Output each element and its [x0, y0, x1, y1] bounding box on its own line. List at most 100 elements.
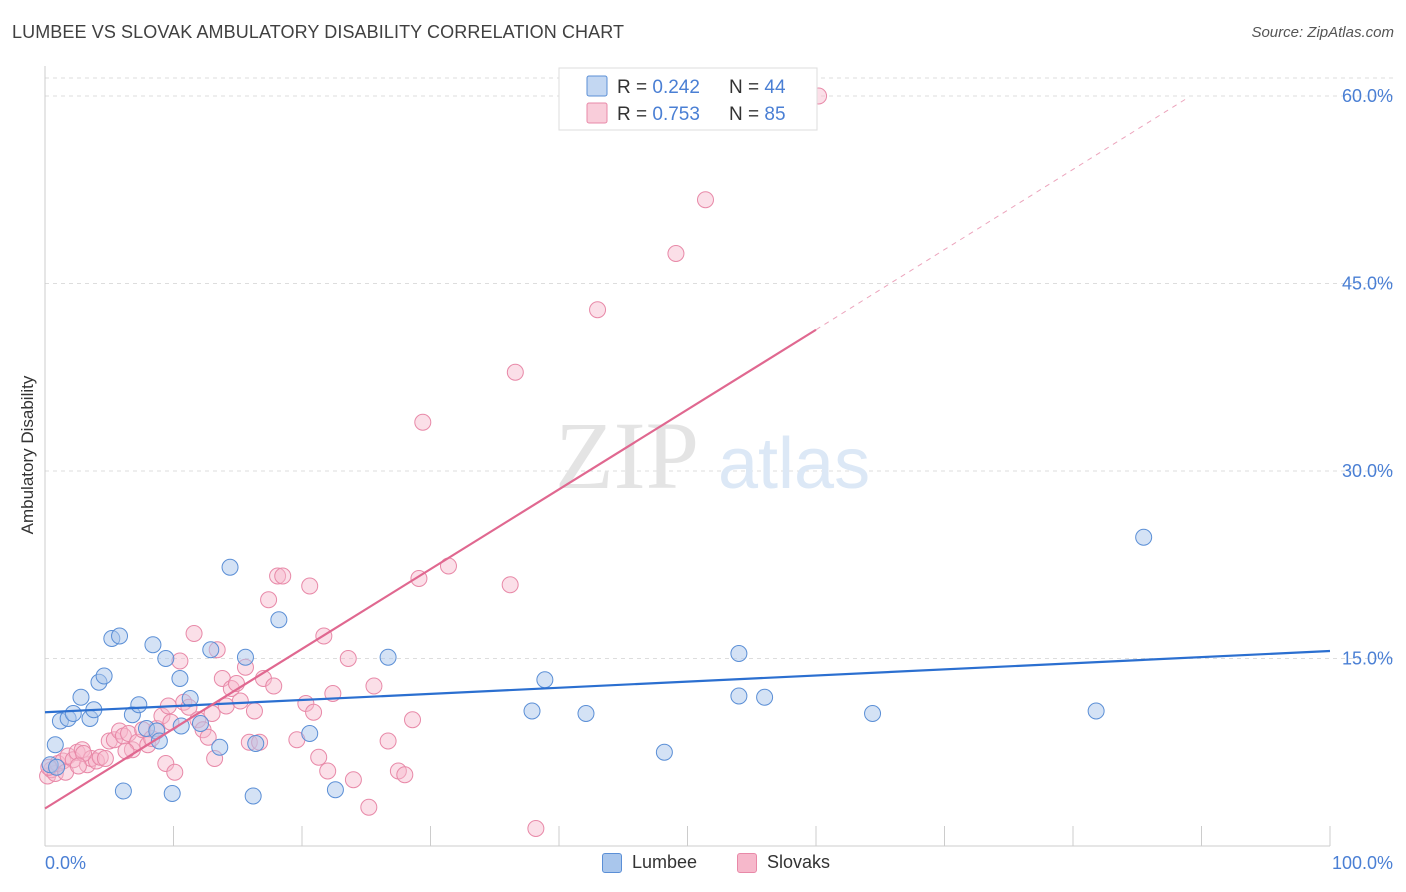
lumbee-trend-line — [44, 649, 1331, 714]
lumbee-point — [150, 732, 168, 750]
slovak-point — [105, 731, 123, 749]
r-label: R = — [617, 77, 652, 98]
lumbee-point — [270, 611, 288, 629]
legend-stats-text: R = 0.242 — [617, 77, 700, 98]
legend-n-text: N = 44 — [729, 77, 786, 98]
lumbee-point — [1087, 702, 1105, 720]
n-label: N = — [729, 77, 764, 98]
slovak-point — [404, 711, 422, 729]
x-tick-label: 100.0% — [1332, 853, 1393, 873]
lumbee-point — [181, 690, 199, 707]
slovak-point — [69, 757, 87, 775]
slovak-point — [231, 692, 249, 710]
r-label: R = — [617, 104, 652, 125]
lumbee-point — [244, 787, 262, 805]
lumbee-point — [379, 648, 397, 666]
legend-swatch — [586, 75, 608, 97]
slovak-trend-extension — [815, 96, 1189, 331]
slovak-point — [696, 191, 714, 209]
slovak-point — [365, 677, 383, 695]
slovak-point — [117, 742, 135, 760]
legend-label-slovaks: Slovaks — [767, 852, 831, 872]
lumbee-point — [191, 715, 209, 732]
data-points — [39, 87, 1153, 837]
lumbee-point — [730, 687, 748, 705]
lumbee-point — [301, 725, 319, 742]
slovak-point — [153, 707, 171, 725]
lumbee-point — [171, 670, 189, 687]
lumbee-point — [1135, 528, 1153, 546]
lumbee-point — [864, 705, 882, 722]
slovak-point — [274, 567, 292, 585]
lumbee-point — [221, 558, 239, 576]
lumbee-point — [157, 650, 175, 667]
legend-swatch — [586, 102, 608, 124]
slovak-point — [199, 728, 217, 746]
lumbee-point — [756, 688, 774, 706]
slovak-point — [527, 820, 545, 837]
slovak-point — [667, 245, 685, 262]
slovak-point — [379, 732, 397, 750]
lumbee-point — [114, 782, 132, 800]
legend-label-lumbee: Lumbee — [632, 852, 698, 872]
n-label: N = — [729, 104, 764, 125]
n-value: 44 — [764, 77, 786, 98]
slovak-point — [305, 703, 323, 721]
slovak-point — [301, 577, 319, 595]
lumbee-point — [130, 696, 148, 714]
slovak-point — [501, 576, 519, 594]
y-tick-label: 30.0% — [1342, 461, 1393, 481]
legend-item-lumbee[interactable]: Lumbee — [602, 852, 697, 873]
grid-lines — [45, 77, 1395, 659]
y-tick-label: 15.0% — [1342, 649, 1393, 669]
slovak-point — [185, 625, 203, 642]
chart-title: LUMBEE VS SLOVAK AMBULATORY DISABILITY C… — [12, 22, 625, 42]
lumbee-point — [523, 702, 541, 720]
lumbee-point — [577, 705, 595, 722]
slovak-point — [265, 677, 283, 695]
watermark-atlas: atlas — [718, 424, 870, 504]
axes: 15.0% 30.0% 45.0% 60.0% 0.0% 100.0% — [44, 66, 1393, 873]
legend-item-slovaks[interactable]: Slovaks — [737, 852, 830, 873]
watermark-zip: ZIP — [555, 402, 699, 509]
n-value: 85 — [764, 104, 785, 125]
lumbee-point — [144, 636, 162, 654]
slovak-point — [120, 725, 138, 742]
lumbee-point — [72, 688, 90, 706]
slovak-point — [396, 766, 414, 784]
slovak-point — [589, 301, 607, 319]
slovak-point — [339, 650, 357, 667]
slovak-point — [157, 755, 175, 772]
legend-stats-text: R = 0.753 — [617, 104, 700, 125]
lumbee-point — [236, 648, 254, 666]
slovak-point — [310, 748, 328, 766]
slovak-point — [245, 702, 263, 720]
lumbee-point — [46, 736, 64, 754]
slovak-point — [360, 798, 378, 816]
lumbee-point — [655, 743, 673, 761]
trend-lines — [44, 96, 1331, 810]
slovak-trend-line — [44, 328, 817, 810]
lumbee-point — [64, 705, 82, 722]
slovak-point — [506, 363, 524, 381]
stats-legend: R = 0.242 N = 44 R = 0.753 N = 85 — [558, 67, 818, 131]
slovak-point — [269, 567, 287, 585]
y-tick-label: 60.0% — [1342, 86, 1393, 106]
lumbee-point — [95, 667, 113, 685]
x-tick-label: 0.0% — [45, 853, 86, 873]
slovak-point — [166, 763, 184, 781]
slovak-point — [75, 745, 93, 762]
y-tick-label: 45.0% — [1342, 274, 1393, 294]
lumbee-point — [730, 645, 748, 662]
lumbee-point — [111, 627, 129, 645]
slovaks-swatch — [737, 852, 757, 873]
slovak-point — [414, 413, 432, 431]
lumbee-point — [536, 671, 554, 689]
slovak-point — [260, 591, 278, 609]
lumbee-swatch — [602, 852, 622, 873]
lumbee-point — [163, 785, 181, 802]
bottom-legend: Lumbee Slovaks — [0, 852, 1406, 878]
r-value: 0.242 — [652, 77, 700, 98]
lumbee-point — [211, 738, 229, 756]
